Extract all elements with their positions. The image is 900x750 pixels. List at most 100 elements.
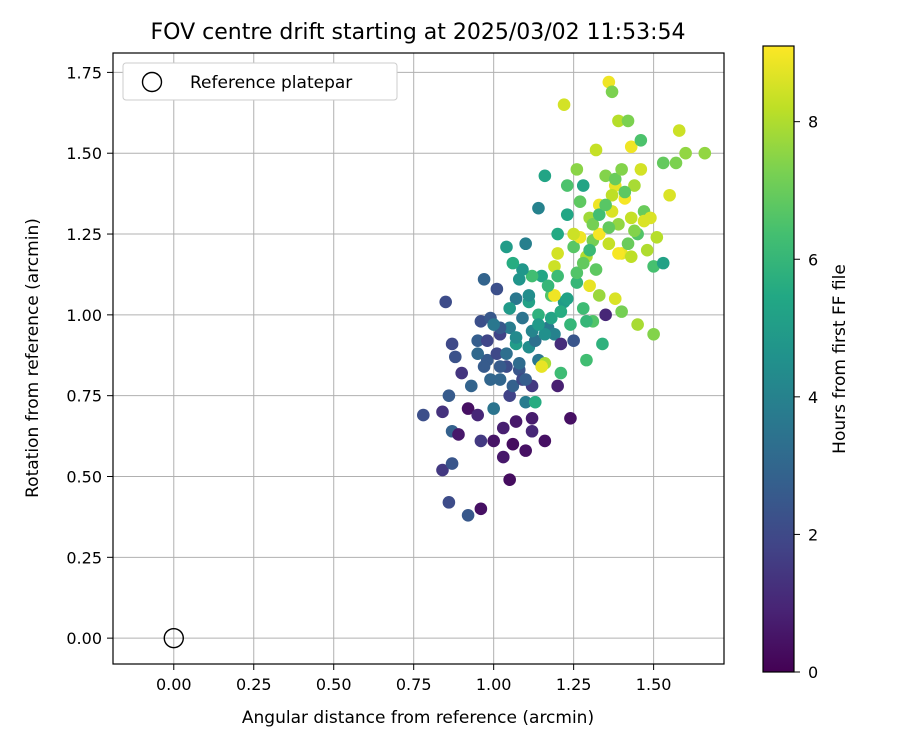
data-point bbox=[592, 208, 606, 221]
data-point bbox=[570, 276, 584, 289]
data-point bbox=[452, 428, 465, 441]
data-point bbox=[538, 434, 552, 448]
y-tick-label: 0.25 bbox=[66, 548, 102, 567]
data-point bbox=[576, 256, 590, 270]
y-tick-label: 1.50 bbox=[66, 144, 102, 163]
data-point bbox=[647, 260, 660, 273]
data-point bbox=[560, 292, 574, 305]
data-point bbox=[493, 360, 507, 373]
data-point bbox=[487, 402, 500, 415]
data-point bbox=[474, 315, 488, 328]
data-point bbox=[570, 266, 584, 280]
legend-box bbox=[122, 62, 398, 101]
data-point bbox=[490, 282, 504, 296]
x-tick-label: 1.25 bbox=[556, 675, 592, 694]
x-tick-label: 0.00 bbox=[156, 675, 192, 694]
data-point bbox=[538, 327, 552, 341]
data-point bbox=[596, 337, 609, 351]
data-point bbox=[525, 412, 539, 425]
data-point bbox=[564, 318, 577, 331]
y-tick-label: 1.25 bbox=[66, 225, 102, 244]
data-point bbox=[548, 327, 561, 341]
data-point bbox=[567, 334, 580, 348]
x-tick-label: 0.50 bbox=[316, 675, 352, 694]
data-point bbox=[647, 327, 660, 341]
data-points bbox=[163, 75, 712, 649]
y-axis-ticks: 0.00 0.25 0.50 0.75 1.00 1.25 1.50 1.75 bbox=[66, 63, 113, 648]
chart-title: FOV centre drift starting at 2025/03/02 … bbox=[151, 20, 686, 45]
data-point bbox=[496, 450, 510, 464]
data-point bbox=[448, 350, 462, 364]
data-point bbox=[506, 379, 520, 393]
data-point bbox=[509, 331, 523, 344]
data-point bbox=[496, 421, 510, 435]
colorbar-tick-label: 4 bbox=[808, 388, 818, 407]
data-point bbox=[551, 379, 564, 393]
data-point bbox=[484, 373, 497, 386]
data-point bbox=[442, 496, 456, 509]
data-point bbox=[612, 247, 625, 260]
data-point bbox=[612, 218, 625, 231]
colorbar-label: Hours from first FF file bbox=[830, 264, 850, 454]
data-point bbox=[464, 379, 478, 393]
data-point bbox=[474, 502, 488, 516]
colorbar-tick-label: 2 bbox=[808, 525, 818, 544]
data-point bbox=[634, 133, 648, 147]
x-tick-label: 1.00 bbox=[476, 675, 512, 694]
data-point bbox=[605, 188, 619, 202]
data-point bbox=[602, 75, 616, 89]
data-point bbox=[516, 263, 529, 276]
data-point bbox=[439, 295, 452, 309]
x-tick-label: 0.25 bbox=[236, 675, 272, 694]
data-point bbox=[548, 289, 561, 302]
data-point bbox=[602, 237, 616, 251]
data-point bbox=[560, 208, 574, 221]
x-tick-label: 1.50 bbox=[636, 675, 672, 694]
data-point bbox=[500, 240, 513, 254]
data-point bbox=[608, 292, 622, 305]
y-tick-label: 1.75 bbox=[66, 63, 102, 82]
data-point bbox=[554, 337, 568, 351]
data-point bbox=[628, 179, 641, 192]
plot-frame bbox=[112, 52, 725, 665]
data-point bbox=[592, 289, 606, 302]
data-point bbox=[656, 156, 670, 170]
data-point bbox=[512, 272, 526, 286]
data-point bbox=[535, 360, 548, 373]
data-point bbox=[589, 263, 603, 276]
data-point bbox=[583, 279, 596, 293]
data-point bbox=[544, 311, 558, 325]
data-point bbox=[480, 334, 494, 348]
data-point bbox=[554, 305, 568, 318]
reference-point-marker bbox=[163, 627, 184, 649]
data-point bbox=[471, 408, 484, 422]
y-tick-label: 1.00 bbox=[66, 306, 102, 325]
data-point bbox=[602, 221, 616, 234]
data-point bbox=[474, 434, 488, 448]
data-point bbox=[548, 260, 561, 273]
data-point bbox=[551, 247, 564, 260]
data-point bbox=[506, 256, 520, 270]
data-point bbox=[586, 218, 600, 231]
data-point bbox=[624, 250, 638, 263]
data-point bbox=[512, 357, 526, 370]
data-point bbox=[567, 227, 580, 241]
data-point bbox=[519, 237, 532, 251]
data-point bbox=[506, 437, 520, 451]
data-point bbox=[490, 347, 504, 360]
data-point bbox=[503, 389, 516, 402]
data-point bbox=[580, 353, 593, 367]
data-point bbox=[631, 318, 644, 331]
data-point bbox=[509, 292, 523, 305]
colorbar-tick-label: 8 bbox=[808, 113, 818, 132]
data-point bbox=[679, 146, 692, 160]
data-point bbox=[532, 201, 545, 215]
data-point bbox=[621, 114, 635, 128]
data-point bbox=[461, 402, 475, 415]
data-point bbox=[471, 347, 484, 360]
data-point bbox=[516, 311, 529, 325]
data-point bbox=[576, 302, 590, 315]
data-point bbox=[436, 463, 449, 477]
data-point bbox=[541, 279, 555, 293]
